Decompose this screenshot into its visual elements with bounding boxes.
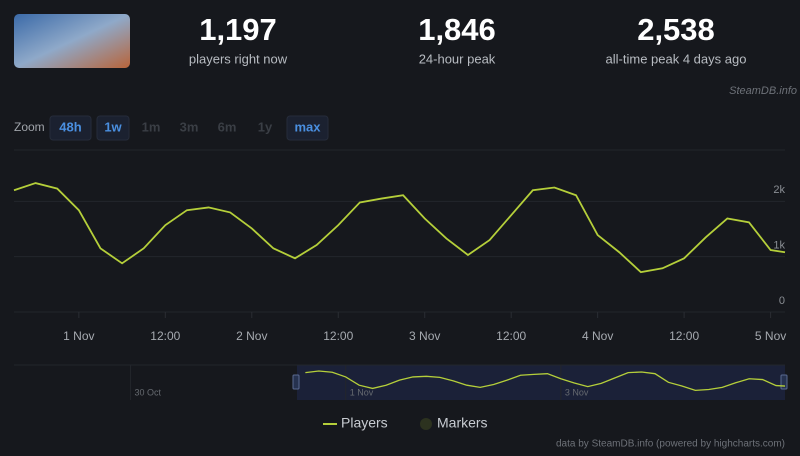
stat-label: 24-hour peak <box>419 51 496 66</box>
navigator-tick-label: 3 Nov <box>565 387 589 397</box>
y-tick-label: 1k <box>773 240 785 252</box>
series-line <box>13 182 786 274</box>
zoom-button[interactable] <box>286 115 329 141</box>
zoom-button-label[interactable]: 1w <box>104 119 122 134</box>
zoom-button-label[interactable]: 48h <box>59 119 81 134</box>
zoom-label: Zoom <box>14 120 45 134</box>
x-tick-label: 1 Nov <box>63 329 94 343</box>
legend-label[interactable]: Markers <box>437 415 488 431</box>
watermark: SteamDB.info <box>729 85 797 97</box>
navigator-handle[interactable] <box>292 374 300 390</box>
x-tick-label: 12:00 <box>669 329 699 343</box>
legend-label[interactable]: Players <box>341 415 388 431</box>
x-tick-label: 5 Nov <box>755 329 786 343</box>
zoom-button[interactable] <box>49 115 92 141</box>
navigator-line <box>305 370 786 392</box>
x-tick-label: 12:00 <box>496 329 526 343</box>
x-tick-label: 2 Nov <box>236 329 267 343</box>
navigator-tick-label: 30 Oct <box>135 387 162 397</box>
legend-symbol[interactable] <box>420 418 432 430</box>
y-tick-label: 0 <box>779 295 785 307</box>
stat-label: players right now <box>189 51 288 66</box>
stat-value: 2,538 <box>637 12 715 47</box>
stat-value: 1,197 <box>199 12 277 47</box>
y-tick-label: 2k <box>773 184 785 196</box>
zoom-button-label[interactable]: max <box>294 119 321 134</box>
x-tick-label: 4 Nov <box>582 329 613 343</box>
zoom-button[interactable] <box>96 115 130 141</box>
stat-label: all-time peak 4 days ago <box>606 51 747 66</box>
navigator-selection[interactable] <box>297 365 785 400</box>
game-thumbnail <box>14 14 130 68</box>
stat-value: 1,846 <box>418 12 496 47</box>
x-tick-label: 12:00 <box>150 329 180 343</box>
zoom-button-label: 1m <box>142 119 161 134</box>
zoom-button-label: 6m <box>218 119 237 134</box>
zoom-button-label: 3m <box>180 119 199 134</box>
x-tick-label: 3 Nov <box>409 329 440 343</box>
x-tick-label: 12:00 <box>323 329 353 343</box>
credit: data by SteamDB.info (powered by highcha… <box>556 439 785 450</box>
navigator-handle[interactable] <box>780 374 788 390</box>
zoom-button-label: 1y <box>258 119 273 134</box>
navigator-tick-label: 1 Nov <box>350 387 374 397</box>
